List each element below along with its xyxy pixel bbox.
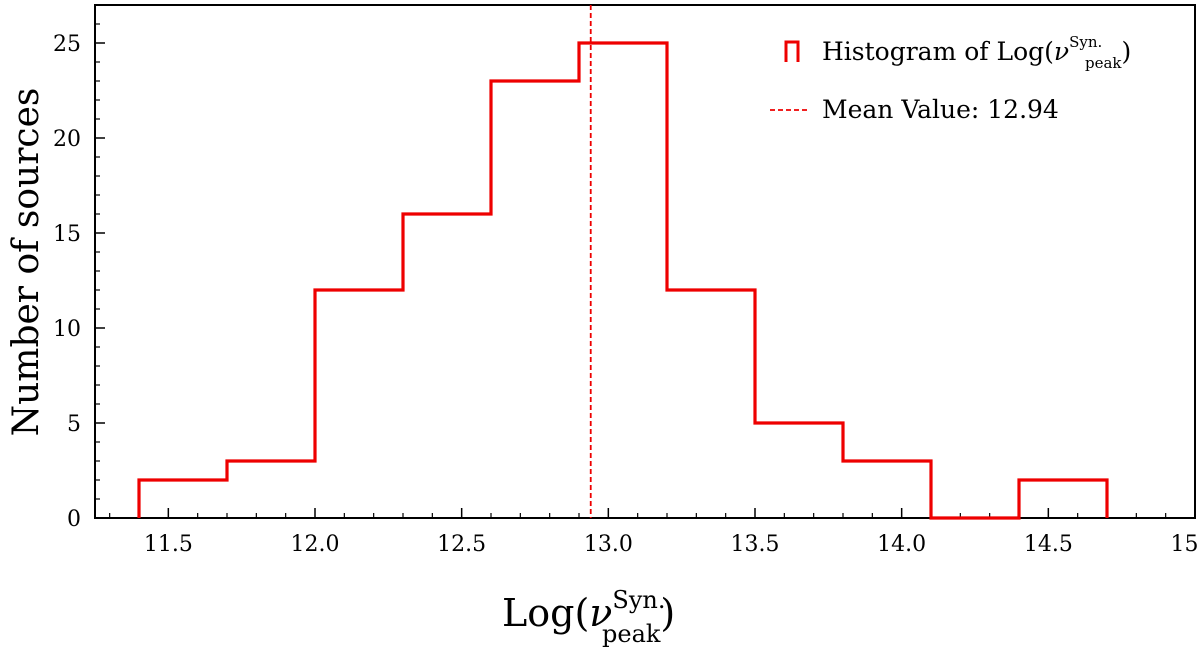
plot-frame	[94, 4, 1196, 519]
x-tick-label: 12.0	[291, 532, 340, 557]
x-tick-label: 15.0	[1171, 532, 1200, 557]
y-tick-label: 0	[67, 507, 81, 532]
legend-hist-nu: ν	[1054, 37, 1069, 66]
x-tick-label: 12.5	[437, 532, 486, 557]
legend-mean-label: Mean Value: 12.94	[822, 95, 1059, 124]
y-tick-label: 15	[53, 222, 81, 247]
x-axis-title-nu: ν	[589, 591, 612, 635]
y-tick-label: 5	[67, 412, 81, 437]
x-tick-label: 11.5	[144, 532, 193, 557]
axis-ticks	[95, 4, 1196, 519]
tick-labels: 11.5 12.0 12.5 13.0 13.5 14.0 14.5 15.0 0 5 10 15 20…	[53, 32, 1200, 557]
legend-hist-sup: Syn.	[1069, 33, 1102, 51]
legend-histogram-label: Histogram of Log(νSyn. peak)	[822, 33, 1131, 72]
legend-hist-close: )	[1122, 37, 1132, 66]
x-tick-label: 14.5	[1024, 532, 1073, 557]
x-axis-title-sup: Syn.	[612, 586, 665, 614]
histogram-outline	[137, 41, 1109, 520]
x-tick-label: 13.5	[731, 532, 780, 557]
x-axis-title: Log(νSyn. peak)	[502, 586, 675, 648]
y-tick-label: 25	[53, 32, 81, 57]
legend-hist-sub: peak	[1085, 54, 1122, 72]
x-axis-title-sub: peak	[602, 620, 661, 648]
legend: Histogram of Log(νSyn. peak) Mean Value: …	[770, 33, 1131, 124]
x-tick-label: 13.0	[584, 532, 633, 557]
x-tick-label: 14.0	[877, 532, 926, 557]
x-axis-title-close: )	[660, 591, 675, 635]
y-axis-title: Number of sources	[6, 88, 47, 437]
y-tick-label: 20	[53, 127, 81, 152]
y-tick-label: 10	[53, 317, 81, 342]
legend-histogram-icon	[784, 40, 800, 62]
x-axis-title-base: Log(	[502, 591, 589, 635]
legend-hist-base: Histogram of Log(	[822, 37, 1054, 66]
